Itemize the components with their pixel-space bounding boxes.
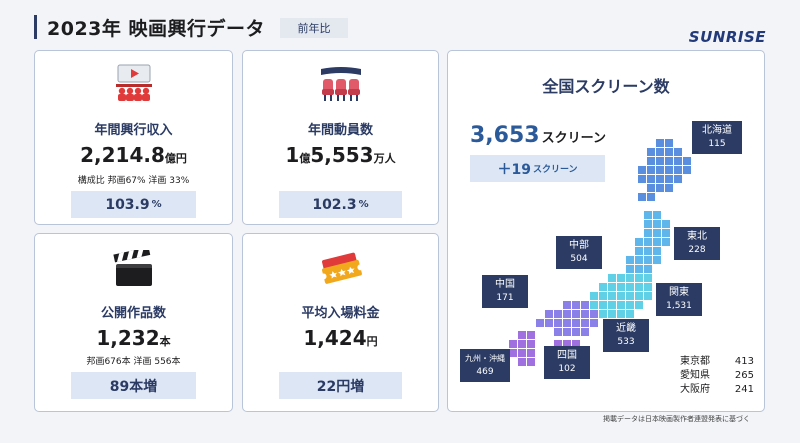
- attendance-number: 5,553: [310, 143, 374, 167]
- box-office-unit: 億円: [164, 152, 187, 165]
- releases-unit: 本: [159, 335, 171, 348]
- attendance-unit: 万人: [373, 152, 396, 165]
- region-value: 533: [617, 337, 635, 347]
- box-office-number: 2,214.8: [80, 143, 165, 167]
- ticket-icon: [318, 250, 364, 290]
- screens-total: 3,653 スクリーン: [470, 123, 606, 148]
- screens-total-unit: スクリーン: [541, 131, 606, 146]
- ticket-price-unit: 円: [366, 335, 378, 348]
- prefecture-name: 東京都: [680, 356, 710, 367]
- prefecture-list: 東京都 413 愛知県 265 大阪府 241: [680, 355, 754, 397]
- attendance-change-value: 102.3: [312, 196, 357, 213]
- region-chubu: 中部 504: [556, 236, 602, 269]
- box-office-label: 年間興行収入: [94, 123, 173, 138]
- japan-map: [509, 139, 691, 366]
- attendance-label: 年間動員数: [307, 123, 373, 138]
- region-hokkaido: 北海道 115: [692, 121, 742, 154]
- prefecture-value: 265: [734, 370, 754, 381]
- releases-card: 公開作品数 1,232本 邦画676本 洋画 556本 89本増: [34, 233, 233, 412]
- box-office-value: 2,214.8億円: [35, 143, 232, 167]
- releases-value: 1,232本: [35, 326, 232, 350]
- ticket-price-card: 平均入場料金 1,424円 22円増: [242, 233, 439, 412]
- screens-title: 全国スクリーン数: [542, 77, 670, 96]
- region-value: 228: [688, 245, 706, 255]
- region-shikoku: 四国 102: [544, 346, 590, 379]
- cinema-screen-icon: [110, 63, 158, 107]
- prefecture-row: 大阪府 241: [680, 383, 754, 397]
- region-name: 関東: [669, 287, 689, 298]
- releases-label: 公開作品数: [100, 306, 166, 321]
- region-name: 近畿: [616, 323, 636, 334]
- releases-change: 89本増: [71, 372, 196, 399]
- region-tohoku: 東北 228: [674, 227, 720, 260]
- region-name: 九州・沖縄: [465, 354, 505, 363]
- box-office-change: 103.9%: [71, 191, 196, 218]
- attendance-change-unit: %: [358, 199, 369, 210]
- yoy-badge: 前年比: [280, 18, 348, 38]
- title-accent-bar: [34, 15, 37, 39]
- prefecture-row: 東京都 413: [680, 355, 754, 369]
- region-name: 中部: [569, 240, 589, 251]
- region-kinki: 近畿 533: [603, 319, 649, 352]
- ticket-price-label: 平均入場料金: [301, 306, 380, 321]
- region-kyushu-okinawa: 九州・沖縄 469: [460, 349, 510, 382]
- page-header: 2023年 映画興行データ: [34, 14, 265, 40]
- attendance-value: 1億5,553万人: [243, 143, 438, 167]
- screens-delta: ＋19 スクリーン: [470, 155, 605, 182]
- region-chugoku: 中国 171: [482, 275, 528, 308]
- prefecture-name: 大阪府: [680, 384, 710, 395]
- releases-breakdown: 邦画676本 洋画 556本: [86, 357, 181, 367]
- attendance-change: 102.3%: [279, 191, 402, 218]
- screens-total-number: 3,653: [470, 123, 540, 148]
- box-office-change-value: 103.9: [105, 196, 150, 213]
- region-value: 102: [558, 364, 576, 374]
- releases-number: 1,232: [96, 326, 160, 350]
- clapperboard-icon: [112, 247, 155, 292]
- prefecture-name: 愛知県: [680, 370, 710, 381]
- region-value: 469: [476, 367, 494, 377]
- box-office-card: 年間興行収入 2,214.8億円 構成比 邦画67% 洋画 33% 103.9%: [34, 50, 233, 225]
- attendance-prefix-unit: 億: [299, 152, 311, 165]
- prefecture-row: 愛知県 265: [680, 369, 754, 383]
- prefecture-value: 413: [734, 356, 754, 367]
- box-office-breakdown: 構成比 邦画67% 洋画 33%: [77, 176, 190, 186]
- prefecture-value: 241: [734, 384, 754, 395]
- region-kanto: 関東 1,531: [656, 283, 702, 316]
- source-footnote: 掲載データは日本映画製作者連盟発表に基づく: [603, 415, 750, 423]
- screens-delta-number: ＋19: [497, 161, 531, 178]
- box-office-change-unit: %: [151, 199, 162, 210]
- screens-card: 全国スクリーン数 3,653 スクリーン ＋19 スクリーン 北海道 115 東北 …: [447, 50, 765, 412]
- region-name: 中国: [495, 279, 515, 290]
- ticket-price-number: 1,424: [303, 326, 367, 350]
- region-value: 115: [708, 139, 726, 149]
- region-value: 171: [496, 293, 514, 303]
- theater-seats-icon: [317, 65, 365, 107]
- brand-logo: SUNRISE: [688, 28, 766, 46]
- page-title: 2023年 映画興行データ: [47, 17, 265, 40]
- ticket-price-value: 1,424円: [243, 326, 438, 350]
- attendance-card: 年間動員数 1億5,553万人 102.3%: [242, 50, 439, 225]
- region-name: 北海道: [702, 125, 732, 136]
- region-value: 1,531: [666, 301, 692, 311]
- ticket-price-change: 22円増: [279, 372, 402, 399]
- attendance-prefix: 1: [285, 143, 300, 167]
- region-name: 東北: [687, 231, 707, 242]
- region-value: 504: [570, 254, 588, 264]
- region-name: 四国: [557, 350, 577, 361]
- screens-delta-unit: スクリーン: [532, 165, 578, 175]
